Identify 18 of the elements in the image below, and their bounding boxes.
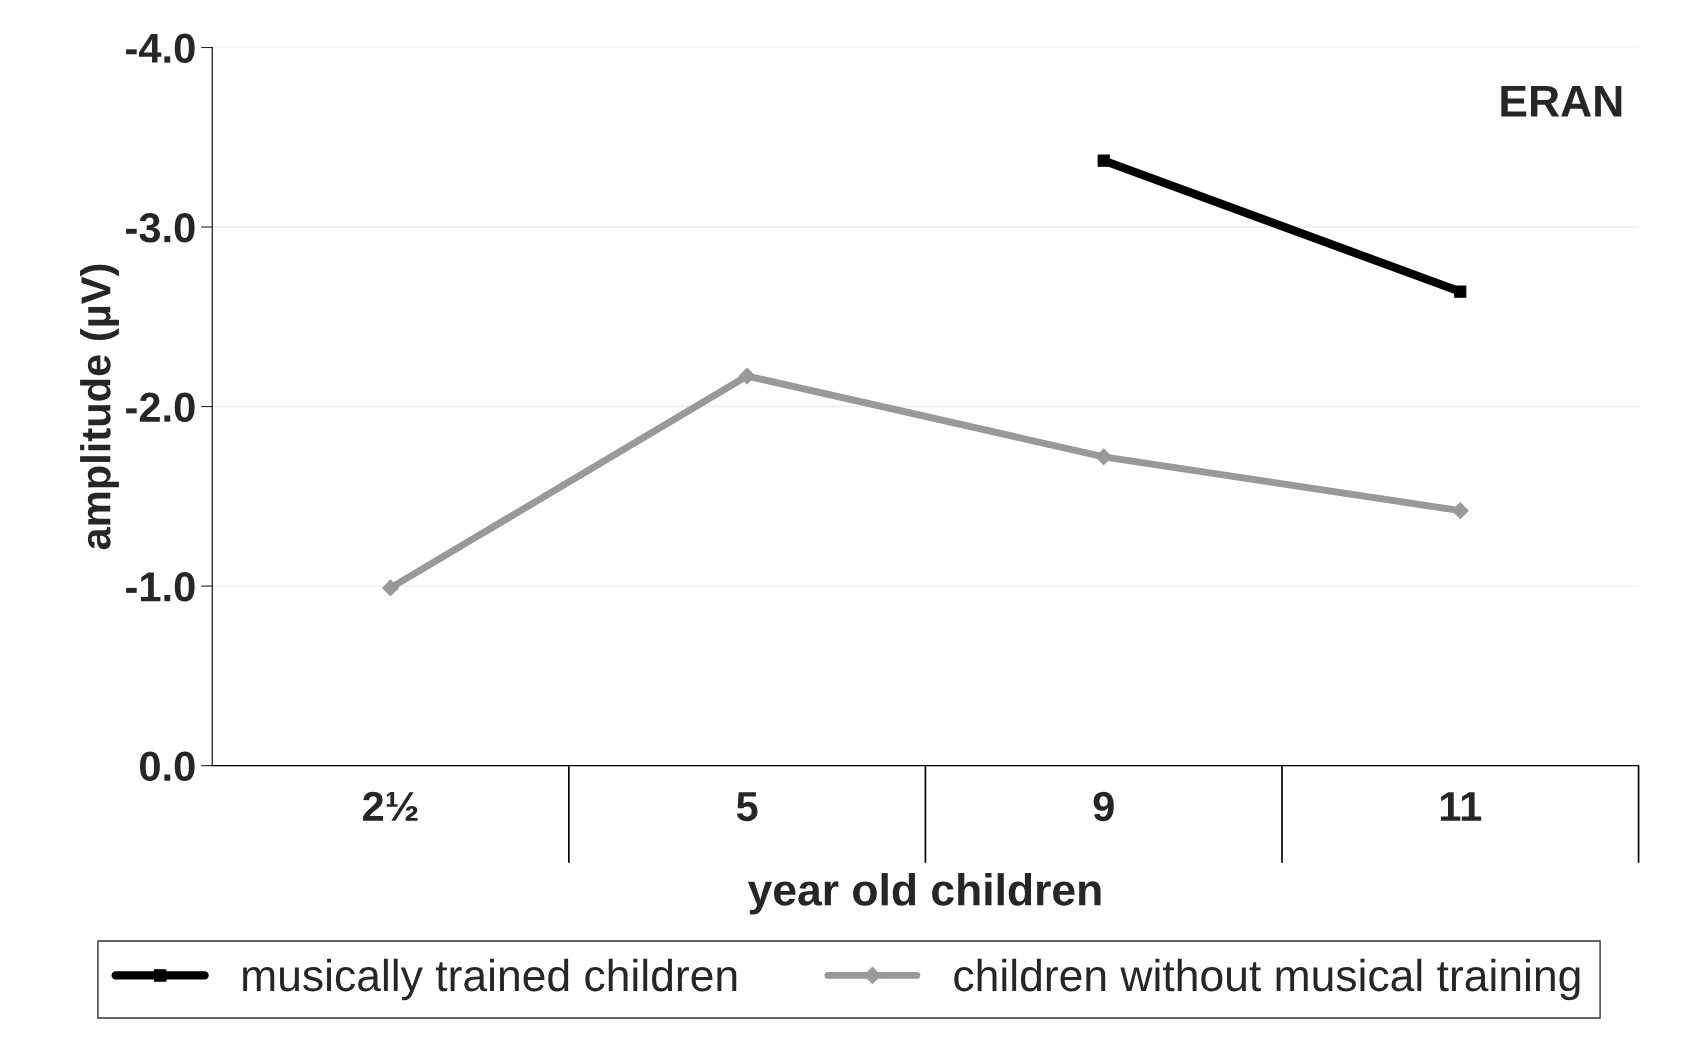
y-tick-label: -3.0: [126, 213, 195, 243]
point: [1454, 285, 1467, 298]
x-tick-label: 9: [1093, 791, 1114, 822]
annotation: ERAN: [1501, 85, 1622, 117]
y-axis-title: amplitude (µV): [80, 264, 119, 550]
x-axis-title: year old children: [747, 873, 1101, 915]
y-tick-label: 0.0: [140, 751, 195, 782]
x-tick-label: 11: [1440, 792, 1482, 821]
legend-label: children without musical training: [954, 958, 1580, 1001]
legend-label: musically trained children: [243, 958, 737, 1001]
x-tick-label: 2½: [363, 791, 418, 821]
point: [738, 367, 756, 385]
x-tick-label: 5: [736, 792, 758, 822]
point: [1097, 154, 1110, 167]
y-tick-label: -4.0: [126, 33, 195, 64]
y-tick-label: -1.0: [126, 572, 195, 602]
y-tick-label: -2.0: [126, 392, 195, 423]
point: [382, 579, 399, 597]
